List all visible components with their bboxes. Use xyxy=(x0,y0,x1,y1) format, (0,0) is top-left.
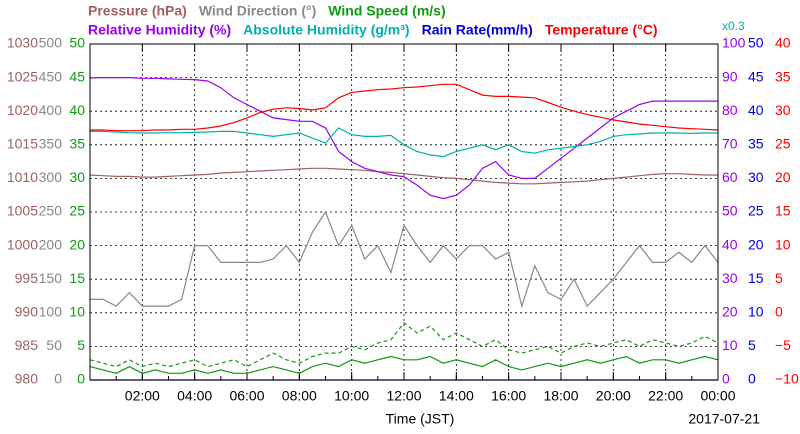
legend-entry: Rain Rate(mm/h) xyxy=(422,22,533,38)
y-tick-label: 400 xyxy=(39,102,63,118)
data-line xyxy=(89,77,718,200)
y-tick-label: 30 xyxy=(775,102,791,118)
y-tick-label: 990 xyxy=(15,304,39,320)
x-tick-label: 06:00 xyxy=(229,388,264,404)
y-tick-label: 35 xyxy=(69,136,85,152)
y-tick-label: 20 xyxy=(775,169,791,185)
y-tick-label: 100 xyxy=(722,35,746,51)
y-tick-label: 150 xyxy=(39,270,63,286)
y-tick-label: 60 xyxy=(722,169,738,185)
y-tick-label: 40 xyxy=(69,102,85,118)
y-tick-label: 25 xyxy=(748,203,764,219)
y-tick-label: 70 xyxy=(722,136,738,152)
y-tick-label: 10 xyxy=(69,304,85,320)
y-tick-label: 0 xyxy=(775,304,783,320)
y-tick-label: 995 xyxy=(15,270,39,286)
y-tick-label: 80 xyxy=(722,102,738,118)
y-tick-label: 450 xyxy=(39,68,63,84)
y-tick-label: 20 xyxy=(748,236,764,252)
y-tick-label: 40 xyxy=(722,236,738,252)
y-tick-label: 50 xyxy=(69,35,85,51)
y-tick-label: 10 xyxy=(775,236,791,252)
x-tick-label: 08:00 xyxy=(282,388,317,404)
y-tick-label: 300 xyxy=(39,169,63,185)
y-tick-label: 15 xyxy=(748,270,764,286)
y-tick-label: 1000 xyxy=(7,236,38,252)
y-tick-label: 90 xyxy=(722,68,738,84)
y-tick-label: 250 xyxy=(39,203,63,219)
x-tick-label: 20:00 xyxy=(596,388,631,404)
y-tick-label: 50 xyxy=(46,337,62,353)
legend-entry: Pressure (hPa) xyxy=(88,3,187,19)
x-axis-title: Time (JST) xyxy=(386,411,455,427)
data-line xyxy=(90,210,719,309)
y-tick-label: 25 xyxy=(775,136,791,152)
y-tick-label: 15 xyxy=(69,270,85,286)
y-tick-label: 30 xyxy=(748,169,764,185)
x-tick-label: 16:00 xyxy=(491,388,526,404)
y-tick-label: 50 xyxy=(722,203,738,219)
y-tick-label: 0 xyxy=(77,371,85,387)
y-tick-label: 25 xyxy=(69,203,85,219)
data-line xyxy=(90,83,719,132)
y-tick-label: 200 xyxy=(39,236,63,252)
y-tick-label: 30 xyxy=(69,169,85,185)
y-tick-label: 40 xyxy=(775,35,791,51)
x-tick-label: 00:00 xyxy=(700,388,735,404)
y-tick-label: −10 xyxy=(775,371,799,387)
legend-entry: Absolute Humidity (g/m³) xyxy=(243,22,409,38)
y-tick-label: 10 xyxy=(722,337,738,353)
y-tick-label: 500 xyxy=(39,35,63,51)
x-tick-label: 02:00 xyxy=(125,388,160,404)
x-tick-label: 22:00 xyxy=(648,388,683,404)
scale-annotation: x0.3 xyxy=(722,19,745,33)
y-tick-label: 5 xyxy=(77,337,85,353)
data-line xyxy=(89,167,718,185)
y-tick-label: 1005 xyxy=(7,203,38,219)
x-tick-label: 18:00 xyxy=(543,388,578,404)
x-tick-label: 04:00 xyxy=(177,388,212,404)
y-tick-label: 5 xyxy=(775,270,783,286)
legend-entry: Wind Direction (°) xyxy=(199,3,316,19)
y-tick-label: 1010 xyxy=(7,169,38,185)
legend-entry: Relative Humidity (%) xyxy=(88,22,231,38)
y-tick-label: −5 xyxy=(775,337,791,353)
x-tick-label: 10:00 xyxy=(334,388,369,404)
data-line xyxy=(90,127,718,158)
y-tick-label: 980 xyxy=(15,371,39,387)
y-tick-label: 5 xyxy=(748,337,756,353)
y-tick-label: 35 xyxy=(775,68,791,84)
data-line xyxy=(89,322,719,368)
legend-entry: Wind Speed (m/s) xyxy=(328,3,445,19)
y-tick-label: 45 xyxy=(748,68,764,84)
y-tick-label: 50 xyxy=(748,35,764,51)
date-label: 2017-07-21 xyxy=(688,411,760,427)
y-tick-label: 100 xyxy=(39,304,63,320)
x-tick-label: 14:00 xyxy=(439,388,474,404)
y-tick-label: 30 xyxy=(722,270,738,286)
y-tick-label: 0 xyxy=(722,371,730,387)
y-tick-label: 10 xyxy=(748,304,764,320)
y-tick-label: 35 xyxy=(748,136,764,152)
y-tick-label: 0 xyxy=(748,371,756,387)
y-tick-label: 45 xyxy=(69,68,85,84)
x-tick-label: 12:00 xyxy=(386,388,421,404)
y-tick-label: 1020 xyxy=(7,102,38,118)
y-tick-label: 0 xyxy=(54,371,62,387)
y-tick-label: 1025 xyxy=(7,68,38,84)
y-tick-label: 20 xyxy=(722,304,738,320)
data-line xyxy=(89,355,719,374)
y-tick-label: 1030 xyxy=(7,35,38,51)
y-tick-label: 1015 xyxy=(7,136,38,152)
y-tick-label: 15 xyxy=(775,203,791,219)
y-tick-label: 350 xyxy=(39,136,63,152)
y-tick-label: 20 xyxy=(69,236,85,252)
legend-entry: Temperature (°C) xyxy=(545,22,658,38)
y-tick-label: 40 xyxy=(748,102,764,118)
y-tick-label: 985 xyxy=(15,337,39,353)
